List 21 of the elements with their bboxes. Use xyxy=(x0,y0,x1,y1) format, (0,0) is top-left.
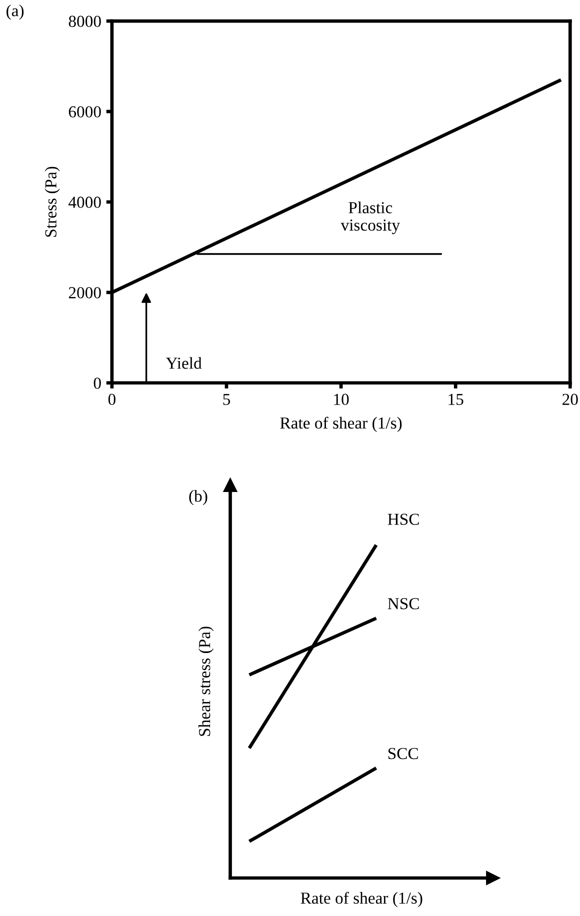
series-label: HSC xyxy=(388,514,419,525)
x-axis-title: Rate of shear (1/s) xyxy=(300,892,422,908)
y-tick-label: 8000 xyxy=(68,16,101,28)
y-tick-label: 4000 xyxy=(68,196,101,208)
chart-title: (a) xyxy=(6,4,24,20)
y-tick-label: 6000 xyxy=(68,106,101,118)
y-axis-title: Stress (Pa) xyxy=(44,166,60,237)
series-label: SCC xyxy=(388,748,418,760)
annotation: Yield xyxy=(166,357,202,369)
x-tick-label: 10 xyxy=(334,394,349,406)
y-tick-label: 0 xyxy=(94,378,101,389)
x-tick-label: 0 xyxy=(108,394,116,406)
annotation: Plastic viscosity xyxy=(340,202,400,234)
chart-title: (b) xyxy=(189,490,208,506)
x-axis-title: Rate of shear (1/s) xyxy=(280,416,402,432)
x-tick-label: 20 xyxy=(562,394,578,406)
y-tick-label: 2000 xyxy=(68,287,101,298)
x-tick-label: 5 xyxy=(223,394,230,406)
series-label: NSC xyxy=(388,598,419,610)
x-tick-label: 15 xyxy=(448,394,464,406)
y-axis-title: Shear stress (Pa) xyxy=(198,626,214,736)
